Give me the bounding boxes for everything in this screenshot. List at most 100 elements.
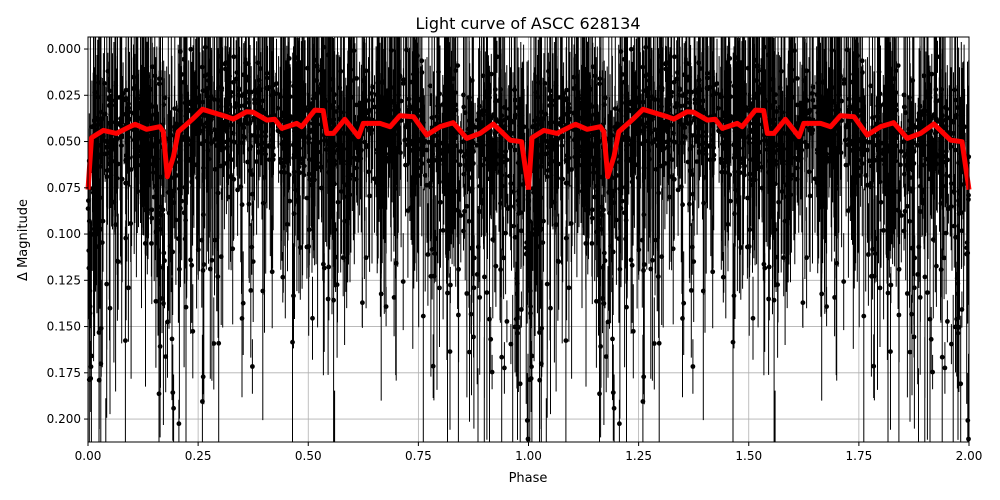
data-point <box>98 164 103 169</box>
data-point <box>737 69 742 75</box>
data-point <box>612 200 617 206</box>
data-point <box>123 235 129 241</box>
data-point <box>649 94 655 100</box>
data-point <box>498 267 503 272</box>
data-point <box>397 74 403 79</box>
data-point <box>176 236 181 242</box>
data-point <box>189 179 195 185</box>
data-point <box>262 147 267 153</box>
data-point <box>415 157 421 163</box>
data-point <box>102 81 107 86</box>
data-point <box>237 103 243 109</box>
data-point <box>391 295 397 300</box>
data-point <box>460 139 466 145</box>
data-point <box>176 186 182 192</box>
data-point <box>88 364 94 370</box>
data-point <box>286 56 292 61</box>
data-point <box>380 80 385 85</box>
data-point <box>251 132 257 138</box>
data-point <box>428 163 434 169</box>
data-point <box>158 174 164 180</box>
data-point <box>603 95 608 101</box>
data-point <box>687 168 693 174</box>
data-point <box>682 103 687 109</box>
data-point <box>142 134 148 140</box>
data-point <box>411 67 417 72</box>
data-point <box>917 109 923 115</box>
data-point <box>516 188 521 194</box>
data-point <box>690 191 696 197</box>
data-point <box>241 103 247 109</box>
data-point <box>462 208 467 214</box>
data-point <box>124 153 129 158</box>
data-point <box>653 237 658 243</box>
data-point <box>488 71 494 77</box>
data-point <box>126 105 131 111</box>
data-point <box>143 179 149 185</box>
data-point <box>641 165 647 171</box>
data-point <box>794 165 800 171</box>
data-point <box>782 131 788 137</box>
data-point <box>738 245 744 250</box>
data-point <box>960 112 966 118</box>
data-point <box>231 139 236 145</box>
data-point <box>142 186 148 192</box>
data-point <box>297 170 303 176</box>
data-point <box>959 307 965 312</box>
data-point <box>636 247 642 253</box>
data-point <box>953 112 959 118</box>
data-point <box>830 115 836 120</box>
data-point <box>216 68 222 74</box>
data-point <box>345 158 350 164</box>
data-point <box>206 72 212 77</box>
data-point <box>419 161 425 166</box>
data-point <box>226 107 232 113</box>
data-point <box>328 103 334 108</box>
data-point <box>408 205 414 211</box>
data-point <box>543 111 549 117</box>
data-point <box>112 158 117 164</box>
data-point <box>285 158 291 164</box>
data-point <box>823 151 829 157</box>
data-point <box>115 258 120 264</box>
data-point <box>920 200 926 206</box>
data-point <box>912 255 918 261</box>
data-point <box>592 132 598 138</box>
data-point <box>106 103 112 108</box>
data-point <box>279 141 285 147</box>
data-point <box>204 138 210 144</box>
data-point <box>315 63 320 69</box>
data-point <box>552 199 557 205</box>
data-point <box>722 114 728 119</box>
data-point <box>257 66 263 71</box>
data-point <box>623 217 629 223</box>
data-point <box>727 79 732 85</box>
data-point <box>245 159 251 165</box>
data-point <box>329 154 335 160</box>
data-point <box>381 195 387 200</box>
data-point <box>95 94 101 100</box>
data-point <box>648 130 654 135</box>
data-point <box>929 176 935 182</box>
data-point <box>138 130 144 135</box>
data-point <box>703 151 709 157</box>
data-point <box>656 340 662 346</box>
data-point <box>588 149 594 154</box>
data-point <box>624 304 629 310</box>
data-point <box>537 330 542 335</box>
data-point <box>247 121 253 127</box>
data-point <box>516 324 521 330</box>
data-point <box>687 201 692 207</box>
data-point <box>887 181 892 187</box>
data-point <box>306 227 312 233</box>
data-point <box>251 117 257 123</box>
data-point <box>123 87 129 93</box>
data-point <box>115 161 121 167</box>
data-point <box>499 113 505 118</box>
data-point <box>581 97 587 102</box>
data-point <box>239 202 245 208</box>
data-point <box>291 169 297 175</box>
data-point <box>916 118 922 124</box>
data-point <box>747 157 753 163</box>
data-point <box>631 87 636 92</box>
